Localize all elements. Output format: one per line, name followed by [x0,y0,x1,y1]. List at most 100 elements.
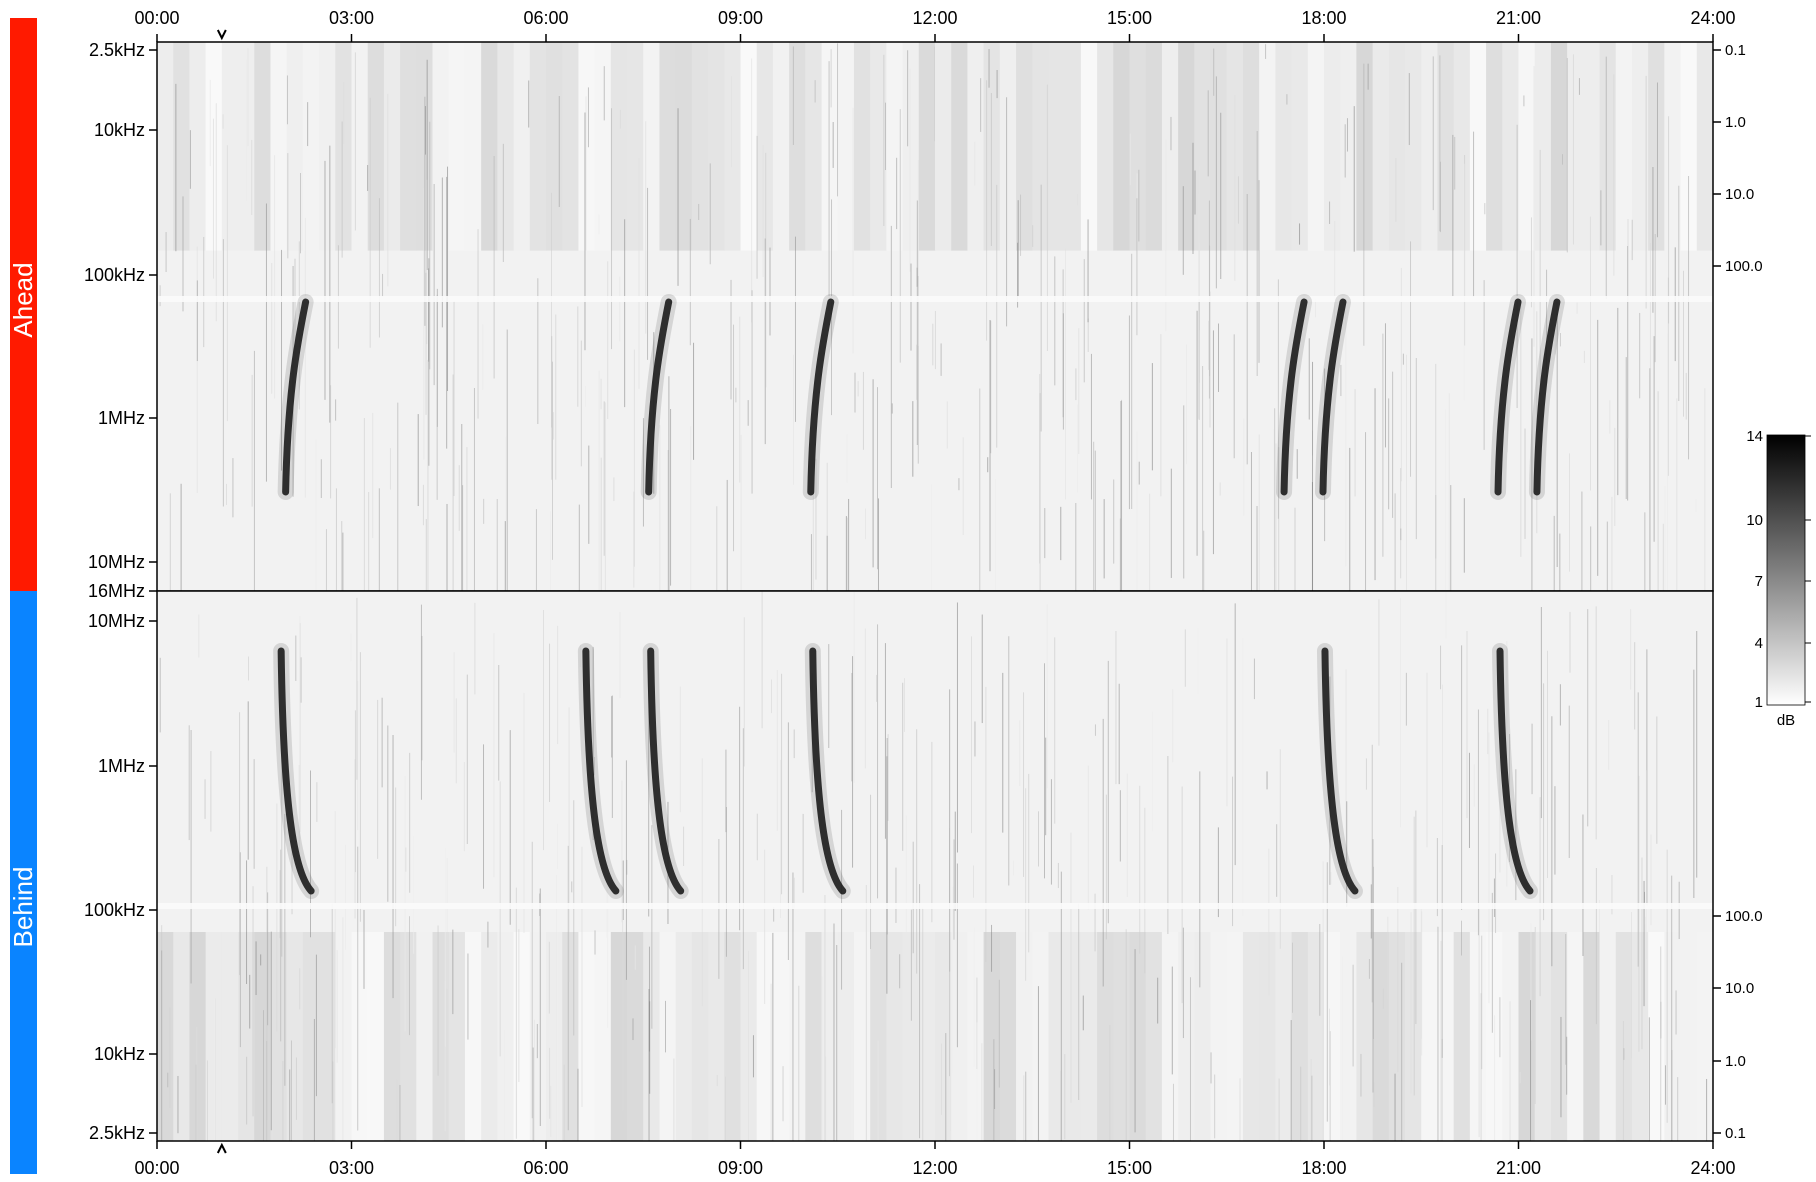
shade-block [205,932,223,1141]
shade-block [1210,932,1228,1141]
shade-block [1291,932,1309,1141]
top-x-tick-label: 09:00 [718,8,763,28]
shade-block [1648,932,1665,1141]
bottom-marker [216,1142,227,1154]
radio-burst-halo [1528,294,1565,500]
shade-block [821,42,839,251]
shade-block [1340,42,1357,251]
shade-block [1437,932,1455,1141]
shade-block [1469,932,1487,1141]
shade-block [1178,42,1195,251]
colorbar-tick-label: 4 [1755,635,1763,652]
shade-block [724,932,741,1141]
shade-block [789,932,806,1141]
shade-block [1129,932,1147,1141]
radio-burst [807,298,835,496]
left-tick-label: 10MHz [88,611,145,631]
shade-block [1324,932,1341,1141]
shade-block [1453,42,1471,251]
shade-block [708,932,725,1141]
shade-block [351,42,369,251]
shade-block [805,932,823,1141]
shade-block [724,42,741,251]
shade-block [886,932,904,1141]
shade-block [448,932,466,1141]
shade-block [400,42,417,251]
shade-block [1599,932,1617,1141]
bottom-x-tick-label: 06:00 [523,1158,568,1178]
shade-block [173,42,190,251]
shade-block [756,42,774,251]
shade-block [1502,42,1519,251]
right-tick-label: 0.1 [1725,42,1746,59]
shade-block [157,42,174,251]
shade-block [789,42,806,251]
shade-block [189,42,207,251]
left-tick-label: 1MHz [98,756,145,776]
shade-block [513,932,531,1141]
shade-block [383,932,401,1141]
bottom-x-tick-label: 00:00 [134,1158,179,1178]
behind-band [10,591,37,1174]
shade-block [286,42,304,251]
shade-block [594,932,612,1141]
left-tick-label: 16MHz [88,581,145,601]
shade-block [464,932,482,1141]
shade-block [1388,932,1406,1141]
shade-block [1421,42,1438,251]
left-tick-label: 2.5kHz [89,1123,145,1143]
shade-block [254,42,271,251]
shade-block [902,42,920,251]
radio-burst [1496,647,1534,895]
shade-block [383,42,401,251]
shade-block [627,42,644,251]
shade-block [1664,932,1682,1141]
shade-block [1324,42,1341,251]
radio-burst [1319,298,1347,496]
shade-block [351,932,369,1141]
horizontal-band [157,296,1713,302]
left-tick-label: 100kHz [84,900,145,920]
radio-burst [1280,298,1308,496]
shade-block [1631,932,1649,1141]
shade-block [1097,42,1114,251]
shade-block [918,42,936,251]
radio-burst [1321,647,1359,895]
shade-block [675,932,693,1141]
shade-block [675,42,693,251]
shade-block [481,42,498,251]
shade-block [983,932,1001,1141]
shade-block [1064,42,1082,251]
shade-block [853,42,871,251]
shade-block [302,42,320,251]
shade-block [367,932,385,1141]
shade-block [400,932,417,1141]
shade-block [1242,932,1260,1141]
shade-block [1680,932,1698,1141]
shade-block [1583,42,1601,251]
top-x-tick-label: 15:00 [1107,8,1152,28]
radio-burst [1494,298,1522,496]
shade-block [967,42,985,251]
bottom-x-tick-label: 21:00 [1496,1158,1541,1178]
top-x-tick-label: 21:00 [1496,8,1541,28]
shade-block [837,42,855,251]
right-tick-label: 1.0 [1725,1053,1746,1070]
radio-burst [645,298,673,496]
shade-block [886,42,904,251]
shade-block [562,932,579,1141]
behind-band-label: Behind [8,867,38,948]
shade-block [1113,42,1130,251]
shade-block [805,42,823,251]
radio-burst-halo [1314,294,1351,500]
shade-block [481,932,498,1141]
right-tick-label: 100.0 [1725,258,1763,275]
shade-block [221,932,239,1141]
shade-block [221,42,239,251]
colorbar-unit-label: dB [1777,712,1795,729]
top-x-tick-label: 00:00 [134,8,179,28]
radio-burst-halo [577,643,624,899]
shade-block [1550,42,1568,251]
right-tick-label: 0.1 [1725,1125,1746,1142]
shade-block [529,42,547,251]
